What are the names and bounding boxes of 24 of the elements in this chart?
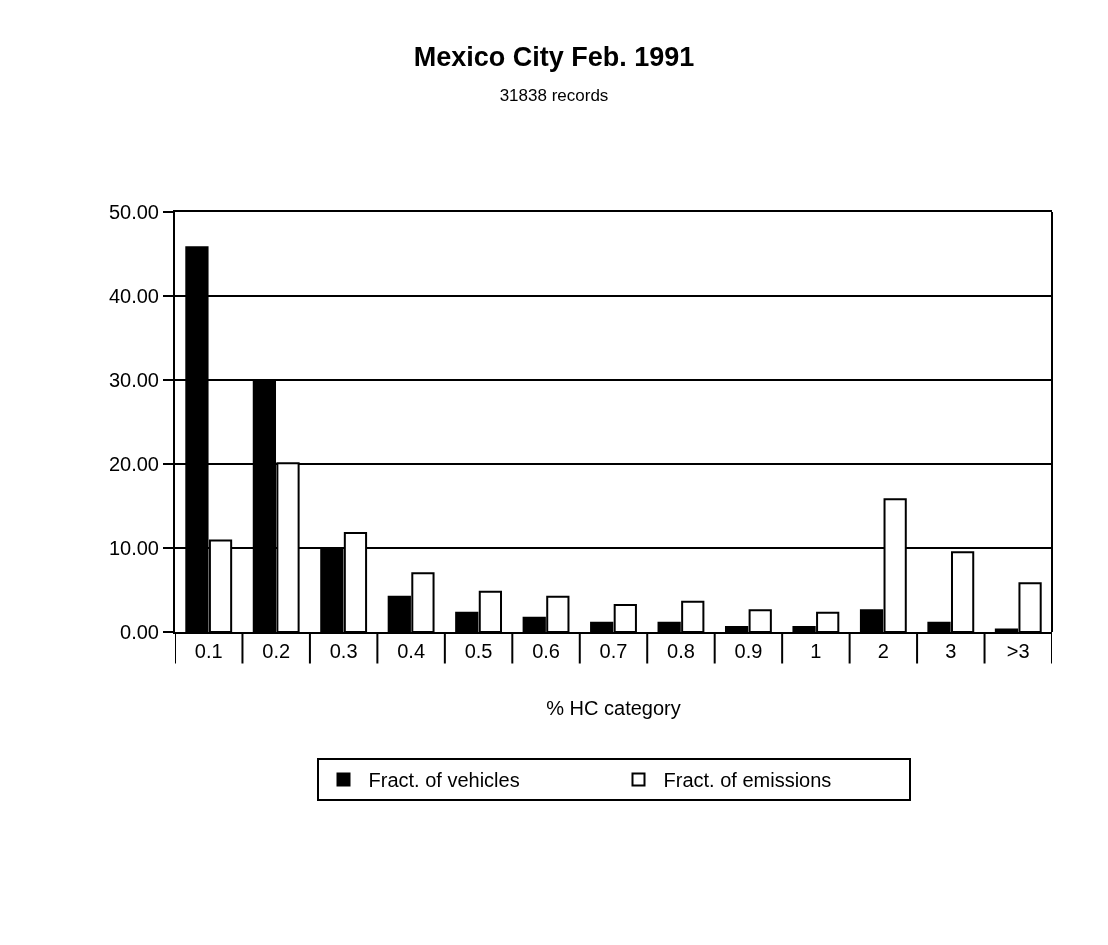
x-tick-label: 0.4	[397, 640, 426, 662]
x-tick-label: 0.6	[532, 640, 560, 662]
x-tick-label: 0.5	[464, 640, 493, 662]
x-tick-label: 0.3	[329, 640, 358, 662]
legend-label: Fract. of emissions	[663, 769, 832, 792]
y-tick-label: 30.00	[108, 369, 159, 391]
x-axis-title: % HC category	[546, 697, 681, 719]
y-tick-label: 0.00	[120, 621, 159, 643]
y-tick-label: 50.00	[108, 201, 159, 223]
y-tick-label: 40.00	[108, 285, 159, 307]
x-tick-label: 1	[810, 640, 822, 662]
x-tick-label: 3	[945, 640, 957, 662]
y-tick-label: 10.00	[108, 537, 159, 559]
y-tick-label: 20.00	[108, 453, 159, 475]
x-tick-label: 0.9	[734, 640, 763, 662]
chart-title: Mexico City Feb. 1991	[413, 42, 695, 73]
x-tick-label: >3	[1006, 640, 1030, 662]
x-tick-label: 2	[877, 640, 889, 662]
x-tick-label: 0.8	[667, 640, 695, 662]
x-tick-label: 0.7	[599, 640, 628, 662]
legend-label: Fract. of vehicles	[368, 769, 520, 792]
chart-subtitle: 31838 records	[499, 86, 609, 106]
x-tick-label: 0.2	[262, 640, 291, 662]
x-tick-label: 0.1	[194, 640, 223, 662]
